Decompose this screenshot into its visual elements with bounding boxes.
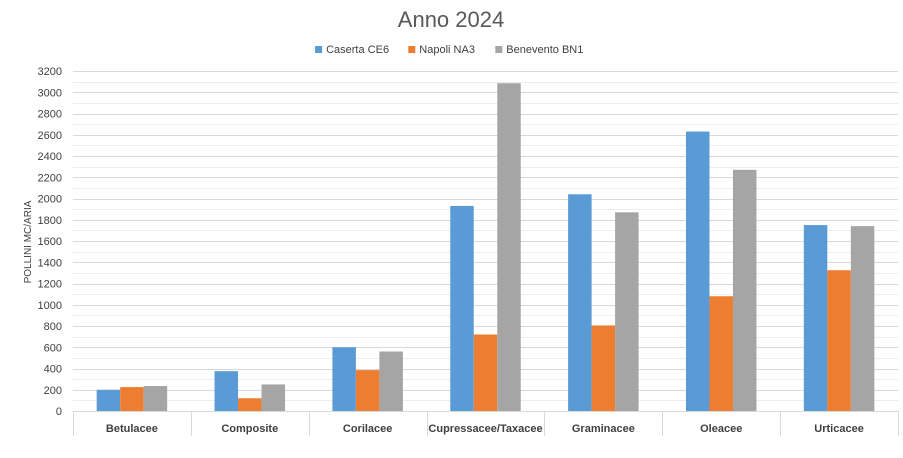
bar-composite-napoli-na3 bbox=[238, 398, 262, 411]
x-category-label: Corilacee bbox=[343, 423, 393, 435]
x-category-label: Urticacee bbox=[814, 423, 864, 435]
y-tick-label: 2400 bbox=[38, 151, 62, 163]
legend-label: Caserta CE6 bbox=[326, 44, 389, 56]
y-tick-label: 0 bbox=[56, 406, 62, 418]
y-tick-label: 1600 bbox=[38, 236, 62, 248]
legend: Caserta CE6 Napoli NA3 Benevento BN1 bbox=[315, 44, 583, 56]
bar-corilacee-benevento-bn1 bbox=[379, 351, 403, 411]
legend-label: Benevento BN1 bbox=[506, 44, 583, 56]
y-tick-label: 3200 bbox=[38, 66, 62, 78]
bar-betulacee-benevento-bn1 bbox=[143, 386, 168, 411]
bars bbox=[96, 83, 875, 411]
bar-oleacee-napoli-na3 bbox=[709, 296, 733, 411]
bar-corilacee-caserta-ce6 bbox=[332, 347, 356, 411]
x-category-label: Composite bbox=[221, 423, 278, 435]
y-tick-label: 200 bbox=[44, 385, 62, 397]
x-category-label: Betulacee bbox=[106, 423, 158, 435]
bar-corilacee-napoli-na3 bbox=[355, 370, 380, 411]
legend-swatch bbox=[315, 46, 323, 53]
x-axis-categories: Betulacee Composite Corilacee Cupressacee/T… bbox=[106, 423, 864, 435]
bar-composite-benevento-bn1 bbox=[261, 384, 286, 411]
y-axis-label: POLLINI MC/ARIA bbox=[23, 200, 34, 283]
bar-urticacee-caserta-ce6 bbox=[803, 225, 828, 411]
bar-graminacee-benevento-bn1 bbox=[615, 212, 639, 411]
y-tick-label: 2200 bbox=[38, 172, 62, 184]
x-category-label: Oleacee bbox=[700, 423, 742, 435]
bar-urticacee-napoli-na3 bbox=[827, 270, 851, 411]
bar-graminacee-caserta-ce6 bbox=[568, 194, 592, 411]
bar-cupressacee-taxacee-napoli-na3 bbox=[473, 334, 498, 411]
legend-label: Napoli NA3 bbox=[419, 44, 475, 56]
legend-swatch bbox=[408, 46, 416, 53]
y-tick-label: 3000 bbox=[38, 87, 62, 99]
bar-oleacee-benevento-bn1 bbox=[732, 169, 757, 411]
x-category-label: Cupressacee/Taxacee bbox=[428, 423, 542, 435]
gridlines bbox=[73, 71, 898, 401]
bar-oleacee-caserta-ce6 bbox=[685, 131, 710, 411]
bar-cupressacee-taxacee-caserta-ce6 bbox=[450, 205, 474, 411]
bar-betulacee-caserta-ce6 bbox=[96, 389, 121, 411]
bar-betulacee-napoli-na3 bbox=[120, 387, 144, 411]
bar-urticacee-benevento-bn1 bbox=[850, 226, 875, 411]
y-tick-label: 2800 bbox=[38, 109, 62, 121]
y-tick-label: 800 bbox=[44, 321, 62, 333]
x-category-label: Graminacee bbox=[572, 423, 635, 435]
chart-title: Anno 2024 bbox=[398, 7, 504, 32]
y-tick-label: 400 bbox=[44, 364, 62, 376]
bar-composite-caserta-ce6 bbox=[214, 371, 239, 411]
y-tick-label: 600 bbox=[44, 342, 62, 354]
legend-swatch bbox=[495, 46, 503, 53]
y-tick-label: 1200 bbox=[38, 279, 62, 291]
y-tick-label: 1400 bbox=[38, 257, 62, 269]
bar-graminacee-napoli-na3 bbox=[591, 325, 616, 411]
y-tick-label: 1800 bbox=[38, 215, 62, 227]
y-tick-label: 1000 bbox=[38, 300, 62, 312]
y-axis-ticks: 0 200 400 600 800 1000 1200 1400 1600 1800 2000 220… bbox=[38, 66, 62, 418]
y-tick-label: 2000 bbox=[38, 194, 62, 206]
bar-cupressacee-taxacee-benevento-bn1 bbox=[497, 83, 521, 411]
x-axis bbox=[73, 411, 899, 436]
y-tick-label: 2600 bbox=[38, 130, 62, 142]
